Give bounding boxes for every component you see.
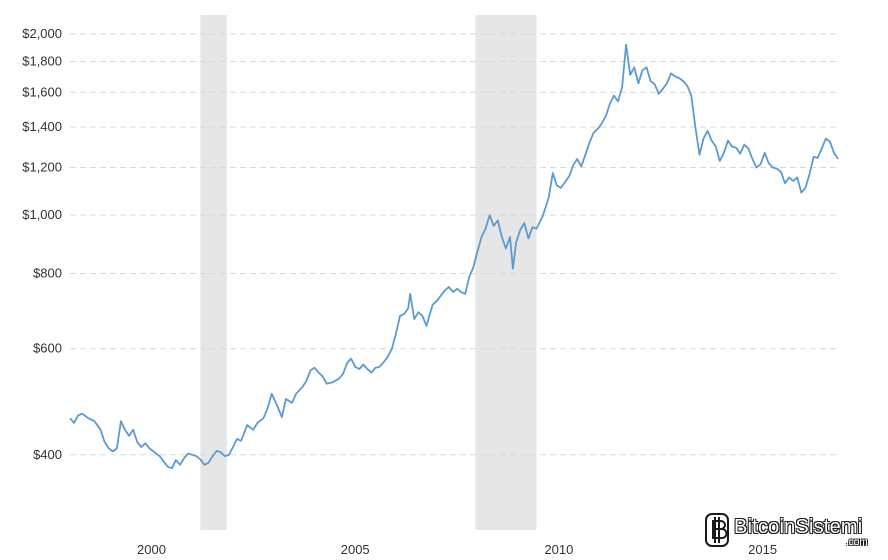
y-tick-label: $1,400	[22, 119, 62, 134]
x-axis-tick-labels: 2000 2005 2010 2015	[137, 542, 777, 557]
x-tick-label: 2010	[544, 542, 573, 557]
recession-bands	[200, 15, 537, 530]
bitcoin-logo-icon	[705, 513, 729, 547]
price-series	[69, 43, 839, 470]
recession-band	[475, 15, 537, 530]
y-tick-label: $600	[33, 341, 62, 356]
y-tick-label: $400	[33, 447, 62, 462]
y-tick-label: $1,200	[22, 159, 62, 174]
y-tick-label: $1,800	[22, 53, 62, 68]
y-tick-label: $800	[33, 266, 62, 281]
y-tick-label: $2,000	[22, 26, 62, 41]
bitcoinsistemi-watermark: BitcoinSistemi .com	[700, 508, 880, 552]
y-gridlines	[70, 33, 838, 456]
x-tick-label: 2015	[748, 542, 777, 557]
x-tick-label: 2000	[137, 542, 166, 557]
watermark-subtext: .com	[846, 537, 868, 548]
series-line	[69, 43, 839, 470]
recession-band	[200, 15, 227, 530]
watermark-text: BitcoinSistemi	[734, 516, 863, 538]
y-tick-label: $1,600	[22, 84, 62, 99]
x-tick-label: 2005	[341, 542, 370, 557]
y-axis-tick-labels: $400 $600 $800 $1,000 $1,200 $1,400 $1,600 $1,8…	[22, 26, 62, 462]
y-tick-label: $1,000	[22, 207, 62, 222]
